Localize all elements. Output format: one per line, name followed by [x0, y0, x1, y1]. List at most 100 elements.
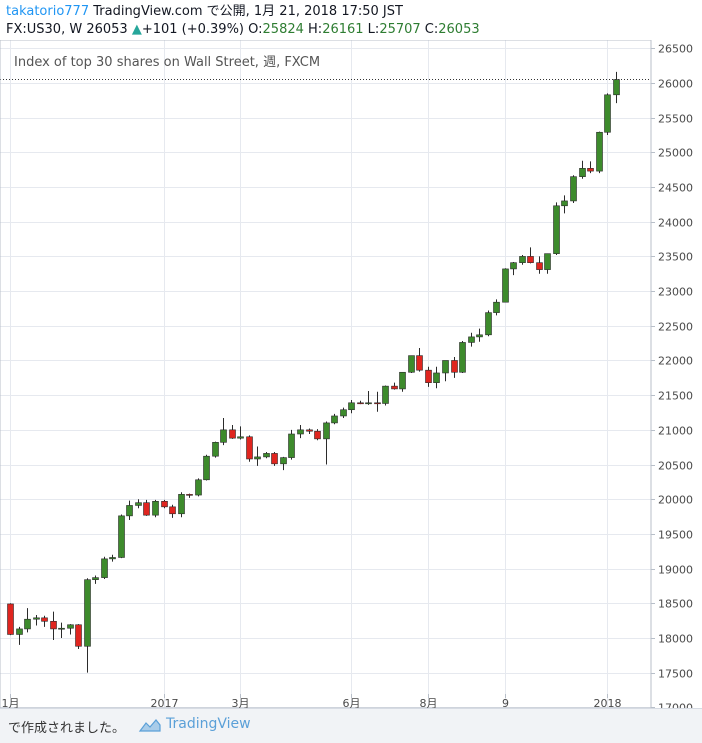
candle	[340, 407, 347, 419]
candle-body-up	[544, 253, 551, 270]
close-value: 26053	[438, 22, 480, 37]
x-tick-label: 6月	[343, 697, 361, 708]
candle	[195, 478, 202, 497]
candle	[7, 603, 14, 636]
candle-body-up	[553, 205, 560, 254]
candle	[442, 360, 449, 382]
candle	[288, 429, 295, 460]
candle	[468, 332, 475, 347]
x-tick-label: 8月	[420, 697, 438, 708]
candle	[280, 456, 287, 471]
candle	[50, 611, 57, 641]
x-axis[interactable]: 1月 2017 3月 6月 8月 9 2018	[2, 694, 622, 710]
up-arrow-icon: ▲	[131, 22, 142, 37]
candle	[485, 310, 492, 337]
candle	[220, 418, 227, 446]
candle	[169, 504, 176, 518]
y-tick-label: 23500	[658, 251, 693, 264]
candle	[41, 615, 48, 627]
candle-body-up	[135, 502, 142, 506]
candle-body-down	[391, 385, 398, 390]
candle	[357, 400, 364, 405]
candle	[186, 493, 193, 498]
author-username[interactable]: takatorio777	[6, 4, 90, 19]
candle-body-up	[280, 457, 287, 465]
x-tick-label: 9	[502, 697, 509, 708]
candle	[382, 385, 389, 406]
candlestick-chart[interactable]: Index of top 30 shares on Wall Street, 週…	[0, 39, 702, 715]
candle-body-up	[596, 131, 603, 172]
candle	[314, 429, 321, 441]
tradingview-brand-link[interactable]: TradingView	[166, 716, 251, 732]
open-value: 25824	[262, 22, 304, 37]
candle-body-up	[340, 409, 347, 417]
candle	[451, 357, 458, 378]
candle-body-up	[288, 433, 295, 458]
candle	[416, 347, 423, 372]
candle	[161, 499, 168, 509]
candle	[67, 624, 74, 635]
candle-body-up	[203, 455, 210, 481]
x-tick-label: 1月	[2, 697, 20, 708]
candle-body-down	[246, 436, 253, 460]
candle-body-up	[613, 79, 620, 96]
candle	[527, 247, 534, 264]
candle-body-up	[220, 429, 227, 443]
candle-body-up	[58, 627, 65, 630]
candle-body-up	[237, 436, 244, 439]
candle	[544, 253, 551, 274]
candle-body-up	[101, 558, 108, 578]
candle	[306, 428, 313, 435]
candle-body-up	[382, 385, 389, 404]
candle-body-up	[323, 422, 330, 440]
candle-body-up	[348, 402, 355, 411]
candle-body-up	[485, 312, 492, 336]
y-tick-label: 24000	[658, 217, 693, 230]
high-label: H:	[303, 22, 323, 37]
x-tick-label: 2017	[151, 697, 179, 708]
high-value: 26161	[322, 22, 364, 37]
candle-body-up	[442, 360, 449, 374]
candle-body-up	[459, 342, 466, 373]
candle	[348, 400, 355, 414]
candle-body-up	[408, 355, 415, 373]
candle-body-up	[570, 176, 577, 202]
low-label: L:	[363, 22, 380, 37]
y-tick-label: 19500	[658, 529, 693, 542]
candle-body-down	[425, 369, 432, 383]
candle-body-down	[186, 494, 193, 496]
chart-area[interactable]: Index of top 30 shares on Wall Street, 週…	[0, 39, 702, 715]
candle	[101, 556, 108, 579]
grid-lines	[0, 40, 651, 708]
candle-body-down	[41, 617, 48, 622]
candle	[24, 608, 31, 633]
candle	[237, 426, 244, 440]
candle-body-up	[476, 334, 483, 338]
y-axis[interactable]: 1700017500180001850019000195002000020500…	[651, 43, 693, 715]
candle-body-down	[527, 256, 534, 263]
candle-body-up	[24, 618, 31, 630]
candle-body-up	[16, 628, 23, 635]
candle	[109, 554, 116, 562]
candle-body-up	[254, 456, 261, 460]
candle-body-down	[169, 506, 176, 515]
candle-body-up	[297, 429, 304, 435]
x-tick-label: 3月	[232, 697, 250, 708]
candle-body-up	[493, 301, 500, 313]
candle	[229, 424, 236, 439]
y-tick-label: 22000	[658, 355, 693, 368]
candle	[365, 390, 372, 405]
candle-body-down	[374, 402, 381, 405]
tradingview-logo-icon[interactable]	[138, 716, 162, 734]
candle	[570, 175, 577, 204]
candle-body-up	[195, 479, 202, 496]
y-tick-label: 20000	[658, 494, 693, 507]
candle	[510, 261, 517, 276]
candle-body-up	[212, 442, 219, 457]
candle-body-down	[314, 430, 321, 440]
candle	[203, 454, 210, 481]
candle	[126, 500, 133, 521]
candle-body-down	[416, 355, 423, 371]
candle-body-down	[7, 603, 14, 635]
candle-body-down	[306, 429, 313, 432]
